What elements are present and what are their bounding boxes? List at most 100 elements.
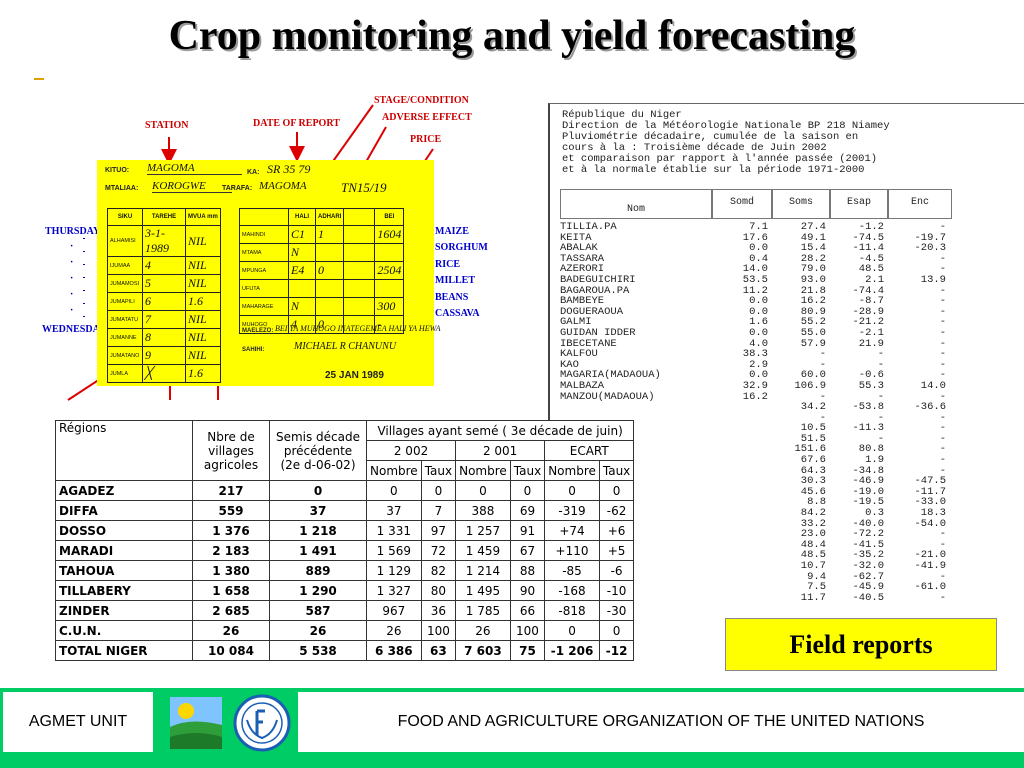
- region-value: 26: [269, 620, 367, 641]
- empty-cell: [343, 243, 376, 262]
- region-value: 0: [544, 620, 600, 641]
- slide-title: Crop monitoring and yield forecasting: [168, 13, 856, 59]
- bei-cell: 1604: [374, 225, 405, 244]
- date-cell: 3-1-1989: [142, 225, 186, 257]
- sub-nombre: Nombre: [366, 460, 422, 481]
- region-value: +6: [598, 520, 635, 541]
- empty-cell: [343, 279, 376, 298]
- region-row: TILLABERY 1 658 1 290 1 327 80 1 495 90 -168 -10: [55, 580, 635, 601]
- mtaa-label: MTALIAA:: [105, 185, 139, 192]
- region-value: 37: [269, 500, 367, 521]
- col-somd: Somd: [712, 189, 772, 219]
- region-value: 388: [455, 500, 511, 521]
- region-value: 0: [598, 620, 635, 641]
- bei-cell: 300: [374, 297, 405, 316]
- label-cassava: CASSAVA: [435, 308, 480, 319]
- region-value: 2 183: [192, 540, 270, 561]
- col-crop: [239, 208, 289, 226]
- region-value: -818: [544, 600, 600, 621]
- region-value: 72: [420, 540, 457, 561]
- region-value: 7: [420, 500, 457, 521]
- enc-values: - -19.7 -20.3 - - 13.9 - - - - - - - - -…: [914, 221, 946, 604]
- label-rice: RICE: [435, 259, 461, 270]
- region-value: +5: [598, 540, 635, 561]
- empty-cell: [343, 225, 376, 244]
- regions-sowing-table: Régions Nbre de villages agricoles Semis…: [55, 420, 635, 661]
- dot: ·: [70, 257, 74, 268]
- date-cell: 7: [142, 310, 186, 329]
- region-value: -85: [544, 560, 600, 581]
- region-value: 1 380: [192, 560, 270, 581]
- region-row: DOSSO 1 376 1 218 1 331 97 1 257 91 +74 +6: [55, 520, 635, 541]
- bei-cell: [374, 243, 405, 262]
- date-cell: 8: [142, 328, 186, 347]
- bei-cell: -: [374, 315, 405, 334]
- region-value: 66: [509, 600, 546, 621]
- label-station: STATION: [145, 120, 189, 131]
- region-value: 6 386: [366, 640, 422, 661]
- weekday-dots: · · · · ·: [70, 239, 73, 319]
- day-label: IJUMAA: [107, 256, 143, 275]
- region-value: 97: [420, 520, 457, 541]
- region-value: -319: [544, 500, 600, 521]
- field-report-form: KITUO: MAGOMA KA: SR 35 79 TN15/19 MTALI…: [97, 160, 441, 386]
- adhari-cell: [314, 243, 345, 262]
- region-name: DOSSO: [55, 520, 193, 541]
- region-name: TOTAL NIGER: [55, 640, 193, 661]
- region-value: 26: [192, 620, 270, 641]
- total-date-cell: ╳: [142, 364, 186, 383]
- region-row: MARADI 2 183 1 491 1 569 72 1 459 67 +110 +5: [55, 540, 635, 561]
- day-label: JUMAPILI: [107, 292, 143, 311]
- region-value: 0: [366, 480, 422, 501]
- region-value: 1 214: [455, 560, 511, 581]
- region-name: C.U.N.: [55, 620, 193, 641]
- sub-taux: Taux: [509, 460, 546, 481]
- region-value: 67: [509, 540, 546, 561]
- col-mvua: MVUA mm: [185, 208, 221, 226]
- region-value: 91: [509, 520, 546, 541]
- maelezo-value: BEI YA MUHOGO INATEGEMEA HALI YA HEWA: [275, 324, 441, 333]
- esap-values: -1.2 -74.5 -11.4 -4.5 48.5 2.1 -74.4 -8.…: [852, 221, 884, 604]
- decorative-dash: [34, 78, 44, 80]
- region-value: 1 491: [269, 540, 367, 561]
- day-label: JUMAMOSI: [107, 274, 143, 293]
- region-row: TOTAL NIGER 10 084 5 538 6 386 63 7 603 75 -1 2…: [55, 640, 635, 661]
- region-value: 0: [455, 480, 511, 501]
- region-value: 967: [366, 600, 422, 621]
- niger-table-header: République du Niger Direction de la Mété…: [562, 109, 890, 176]
- col-soms: Soms: [772, 189, 830, 219]
- empty-cell: [343, 261, 376, 280]
- region-value: 0: [509, 480, 546, 501]
- label-date-of-report: DATE OF REPORT: [253, 118, 340, 129]
- label-sorghum: SORGHUM: [435, 242, 488, 253]
- region-value: 0: [420, 480, 457, 501]
- region-value: +110: [544, 540, 600, 561]
- region-value: 1 459: [455, 540, 511, 561]
- col-adhari: ADHARI: [314, 208, 345, 226]
- date-cell: 6: [142, 292, 186, 311]
- col-group-villages-seme: Villages ayant semé ( 3e décade de juin): [365, 420, 635, 441]
- col-esap: Esap: [830, 189, 888, 219]
- soms-values: 27.4 49.1 15.4 28.2 79.0 93.0 21.8 16.2 …: [794, 221, 826, 604]
- day-label: JUMATANO: [107, 346, 143, 365]
- adhari-cell: [314, 279, 345, 298]
- bei-cell: [374, 279, 405, 298]
- region-value: -1 206: [544, 640, 600, 661]
- label-thursday: THURSDAY: [45, 226, 101, 237]
- crop-label: MAHINDI: [239, 225, 289, 244]
- station-names: TILLIA.PA KEITA ABALAK TASSARA AZERORI B…: [560, 221, 661, 403]
- crop-label: MTAMA: [239, 243, 289, 262]
- region-value: -10: [598, 580, 635, 601]
- kituo-label: KITUO:: [105, 167, 130, 174]
- region-value: 5 538: [269, 640, 367, 661]
- region-value: 0: [544, 480, 600, 501]
- somd-values: 7.1 17.6 0.0 0.4 14.0 53.5 11.2 0.0 0.0 …: [742, 221, 768, 403]
- region-value: 26: [366, 620, 422, 641]
- rain-cell: NIL: [185, 256, 221, 275]
- col-year-2001: 2 001: [455, 440, 546, 461]
- col-empty: [343, 208, 376, 226]
- region-row: TAHOUA 1 380 889 1 129 82 1 214 88 -85 -6: [55, 560, 635, 581]
- daily-rain-grid: SIKU TAREHE MVUA mm ALHAMISI 3-1-1989 NIL IJ…: [107, 208, 221, 383]
- adhari-cell: 0: [314, 261, 345, 280]
- dot: ·: [70, 241, 74, 252]
